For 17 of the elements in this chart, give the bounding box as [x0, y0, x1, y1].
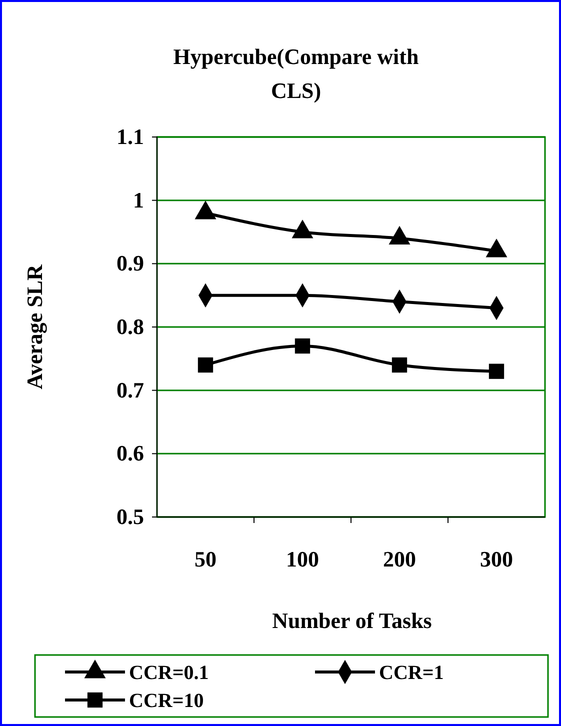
x-tick-label: 100 — [286, 546, 319, 572]
y-tick-label: 1.1 — [116, 124, 144, 150]
y-tick-label: 0.5 — [116, 504, 144, 530]
x-tick-label: 50 — [194, 546, 216, 572]
y-tick-label: 0.8 — [116, 314, 144, 340]
x-axis-title: Number of Tasks — [272, 608, 432, 633]
y-tick-label: 0.7 — [116, 377, 144, 402]
x-tick-label: 200 — [383, 546, 416, 572]
y-axis-title: Average SLR — [22, 263, 47, 390]
y-tick-label: 1 — [133, 187, 144, 212]
x-tick-label: 300 — [480, 546, 513, 572]
legend-label: CCR=1 — [379, 662, 444, 684]
legend-label: CCR=10 — [129, 690, 204, 712]
y-tick-label: 0.6 — [116, 440, 144, 466]
chart-title: Hypercube(Compare with CLS) — [173, 44, 419, 103]
legend-label: CCR=0.1 — [129, 662, 209, 684]
y-tick-label: 0.9 — [116, 250, 144, 276]
